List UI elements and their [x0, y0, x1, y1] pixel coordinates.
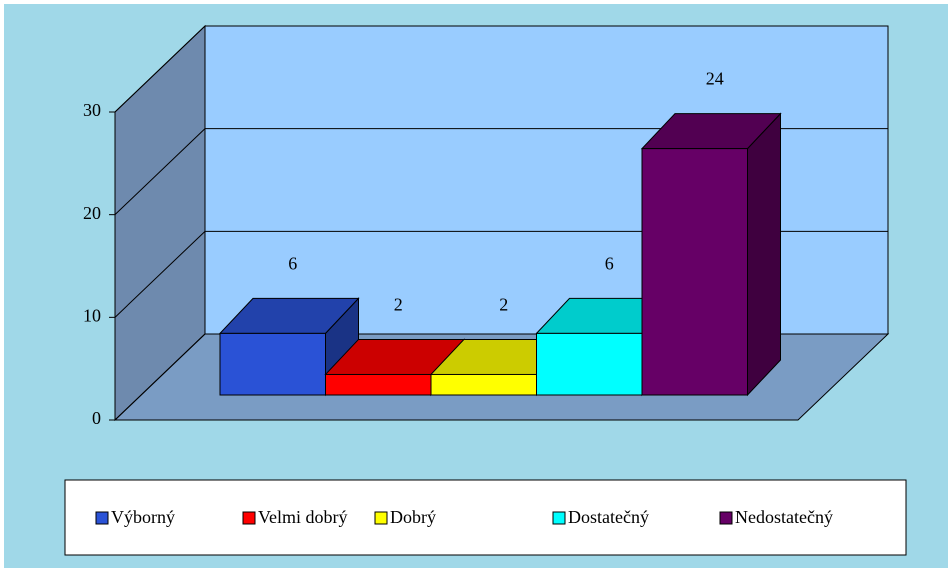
- legend-swatch: [374, 511, 388, 525]
- data-label: 2: [499, 295, 508, 315]
- legend-label: Velmi dobrý: [258, 507, 348, 527]
- back-wall: [204, 25, 889, 335]
- bar: [536, 332, 643, 396]
- bar: [219, 332, 326, 396]
- legend-swatch: [95, 511, 109, 525]
- y-tick-label: 30: [83, 100, 101, 120]
- legend-swatch: [552, 511, 566, 525]
- bar: [430, 373, 537, 396]
- legend-label: Výborný: [111, 507, 175, 527]
- y-tick-label: 0: [92, 408, 101, 428]
- data-label: 6: [288, 254, 297, 274]
- y-tick-label: 20: [83, 203, 101, 223]
- y-tick-label: 10: [83, 305, 101, 325]
- data-label: 6: [605, 254, 614, 274]
- legend-label: Dobrý: [390, 507, 436, 527]
- grid-line: [114, 128, 206, 216]
- legend-label: Nedostatečný: [735, 507, 833, 527]
- legend-swatch: [242, 511, 256, 525]
- grid-line: [114, 25, 206, 113]
- grid-line: [114, 333, 206, 421]
- grid-line: [114, 230, 206, 318]
- legend-swatch: [719, 511, 733, 525]
- data-label: 24: [706, 69, 724, 89]
- legend-box: [64, 479, 907, 556]
- bar: [641, 148, 748, 396]
- bar: [325, 373, 432, 396]
- legend-label: Dostatečný: [568, 507, 649, 527]
- bar-side: [747, 112, 781, 397]
- data-label: 2: [394, 295, 403, 315]
